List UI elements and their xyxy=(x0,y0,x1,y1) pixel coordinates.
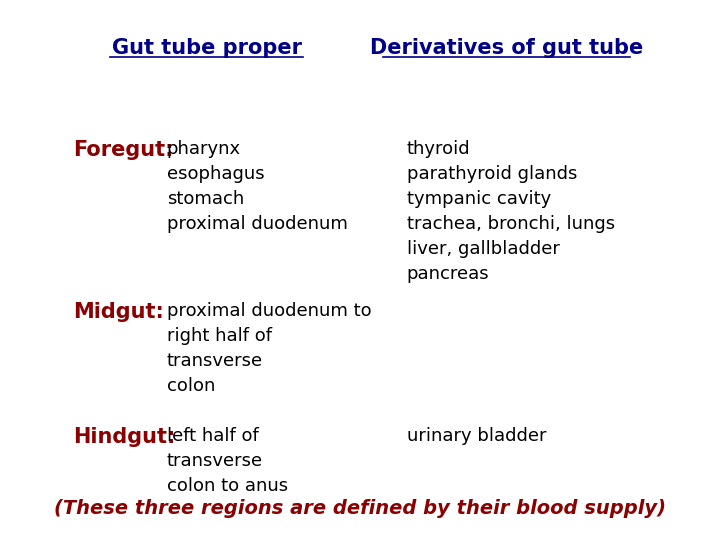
Text: (These three regions are defined by their blood supply): (These three regions are defined by thei… xyxy=(54,500,666,518)
Text: thyroid
parathyroid glands
tympanic cavity
trachea, bronchi, lungs
liver, gallbl: thyroid parathyroid glands tympanic cavi… xyxy=(407,140,615,284)
Text: Midgut:: Midgut: xyxy=(73,302,164,322)
Text: Derivatives of gut tube: Derivatives of gut tube xyxy=(370,38,643,58)
Text: Foregut:: Foregut: xyxy=(73,140,174,160)
Text: Hindgut:: Hindgut: xyxy=(73,427,176,447)
Text: urinary bladder: urinary bladder xyxy=(407,427,546,444)
Text: pharynx
esophagus
stomach
proximal duodenum: pharynx esophagus stomach proximal duode… xyxy=(167,140,348,233)
Text: left half of
transverse
colon to anus: left half of transverse colon to anus xyxy=(167,427,288,495)
Text: Gut tube proper: Gut tube proper xyxy=(112,38,302,58)
Text: proximal duodenum to
right half of
transverse
colon: proximal duodenum to right half of trans… xyxy=(167,302,372,395)
